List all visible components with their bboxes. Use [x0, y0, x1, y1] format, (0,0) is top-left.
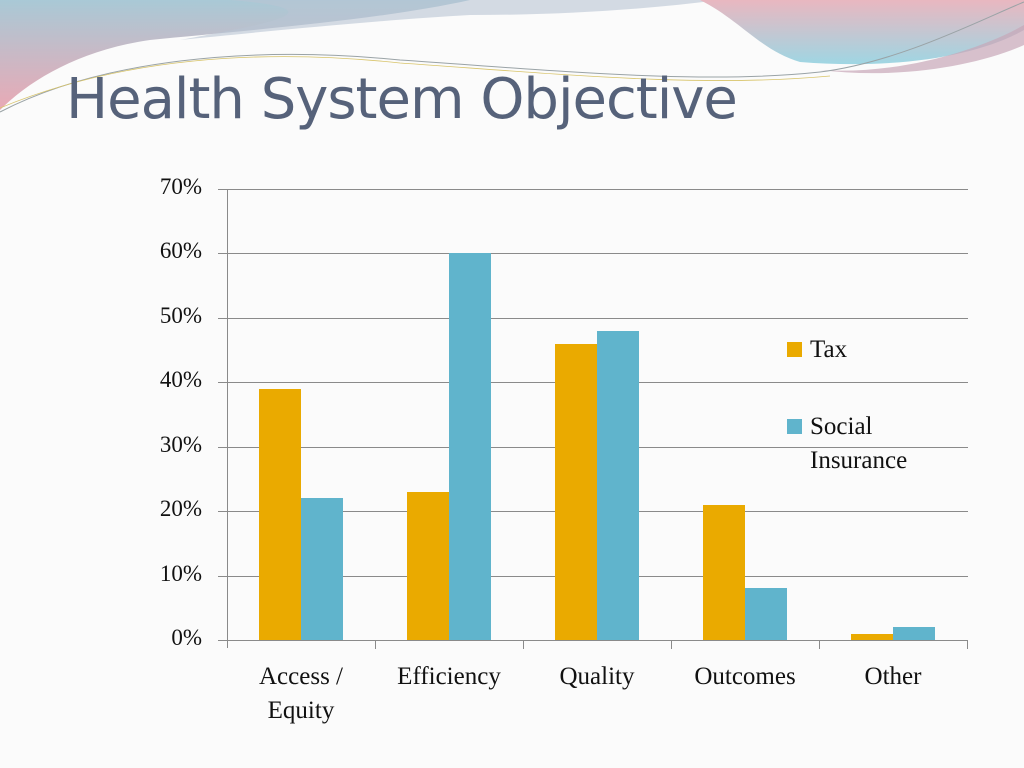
x-tickmark [523, 641, 524, 649]
bar-tax-other [851, 633, 893, 640]
x-label-access-equity: Access / Equity [259, 663, 343, 724]
y-tick-40: 40% [159, 367, 202, 392]
bar-tax-access-equity [259, 388, 301, 640]
x-label-quality: Quality [559, 663, 635, 690]
legend-item-tax: Tax [787, 333, 940, 367]
y-tick-70: 70% [159, 174, 202, 199]
bar-social-insurance-outcomes [745, 588, 787, 640]
slide-title: Health System Objective [66, 67, 738, 132]
y-tick-30: 30% [159, 432, 202, 457]
y-axis-line [227, 189, 228, 648]
bar-tax-quality [555, 343, 597, 640]
decorative-wave-banner [0, 0, 1024, 113]
legend-swatch-tax [787, 342, 802, 357]
bar-tax-outcomes [703, 504, 745, 640]
legend-swatch-social-insurance [787, 419, 802, 434]
gridline-50 [218, 318, 968, 319]
y-tick-60: 60% [159, 238, 202, 263]
bar-social-insurance-access-equity [301, 498, 343, 640]
gridline-70 [218, 189, 968, 190]
x-label-other: Other [864, 663, 922, 690]
x-tickmark [967, 641, 968, 649]
x-tickmark [671, 641, 672, 649]
x-tickmark [375, 641, 376, 649]
y-tick-0: 0% [171, 625, 202, 650]
legend-item-social-insurance: Social Insurance [787, 410, 940, 478]
bar-social-insurance-quality [597, 330, 639, 640]
x-label-efficiency: Efficiency [397, 663, 501, 690]
y-tick-10: 10% [159, 561, 202, 586]
bar-tax-efficiency [407, 491, 449, 640]
gridline-60 [218, 253, 968, 254]
x-label-outcomes: Outcomes [694, 663, 796, 690]
bar-social-insurance-other [893, 627, 935, 640]
y-tick-50: 50% [159, 303, 202, 328]
x-tickmark [819, 641, 820, 649]
x-axis-line [218, 640, 968, 641]
bar-social-insurance-efficiency [449, 253, 491, 640]
y-tick-20: 20% [159, 496, 202, 521]
legend-label-tax: Tax [810, 336, 848, 363]
legend-label-social-insurance: Social Insurance [810, 413, 908, 474]
